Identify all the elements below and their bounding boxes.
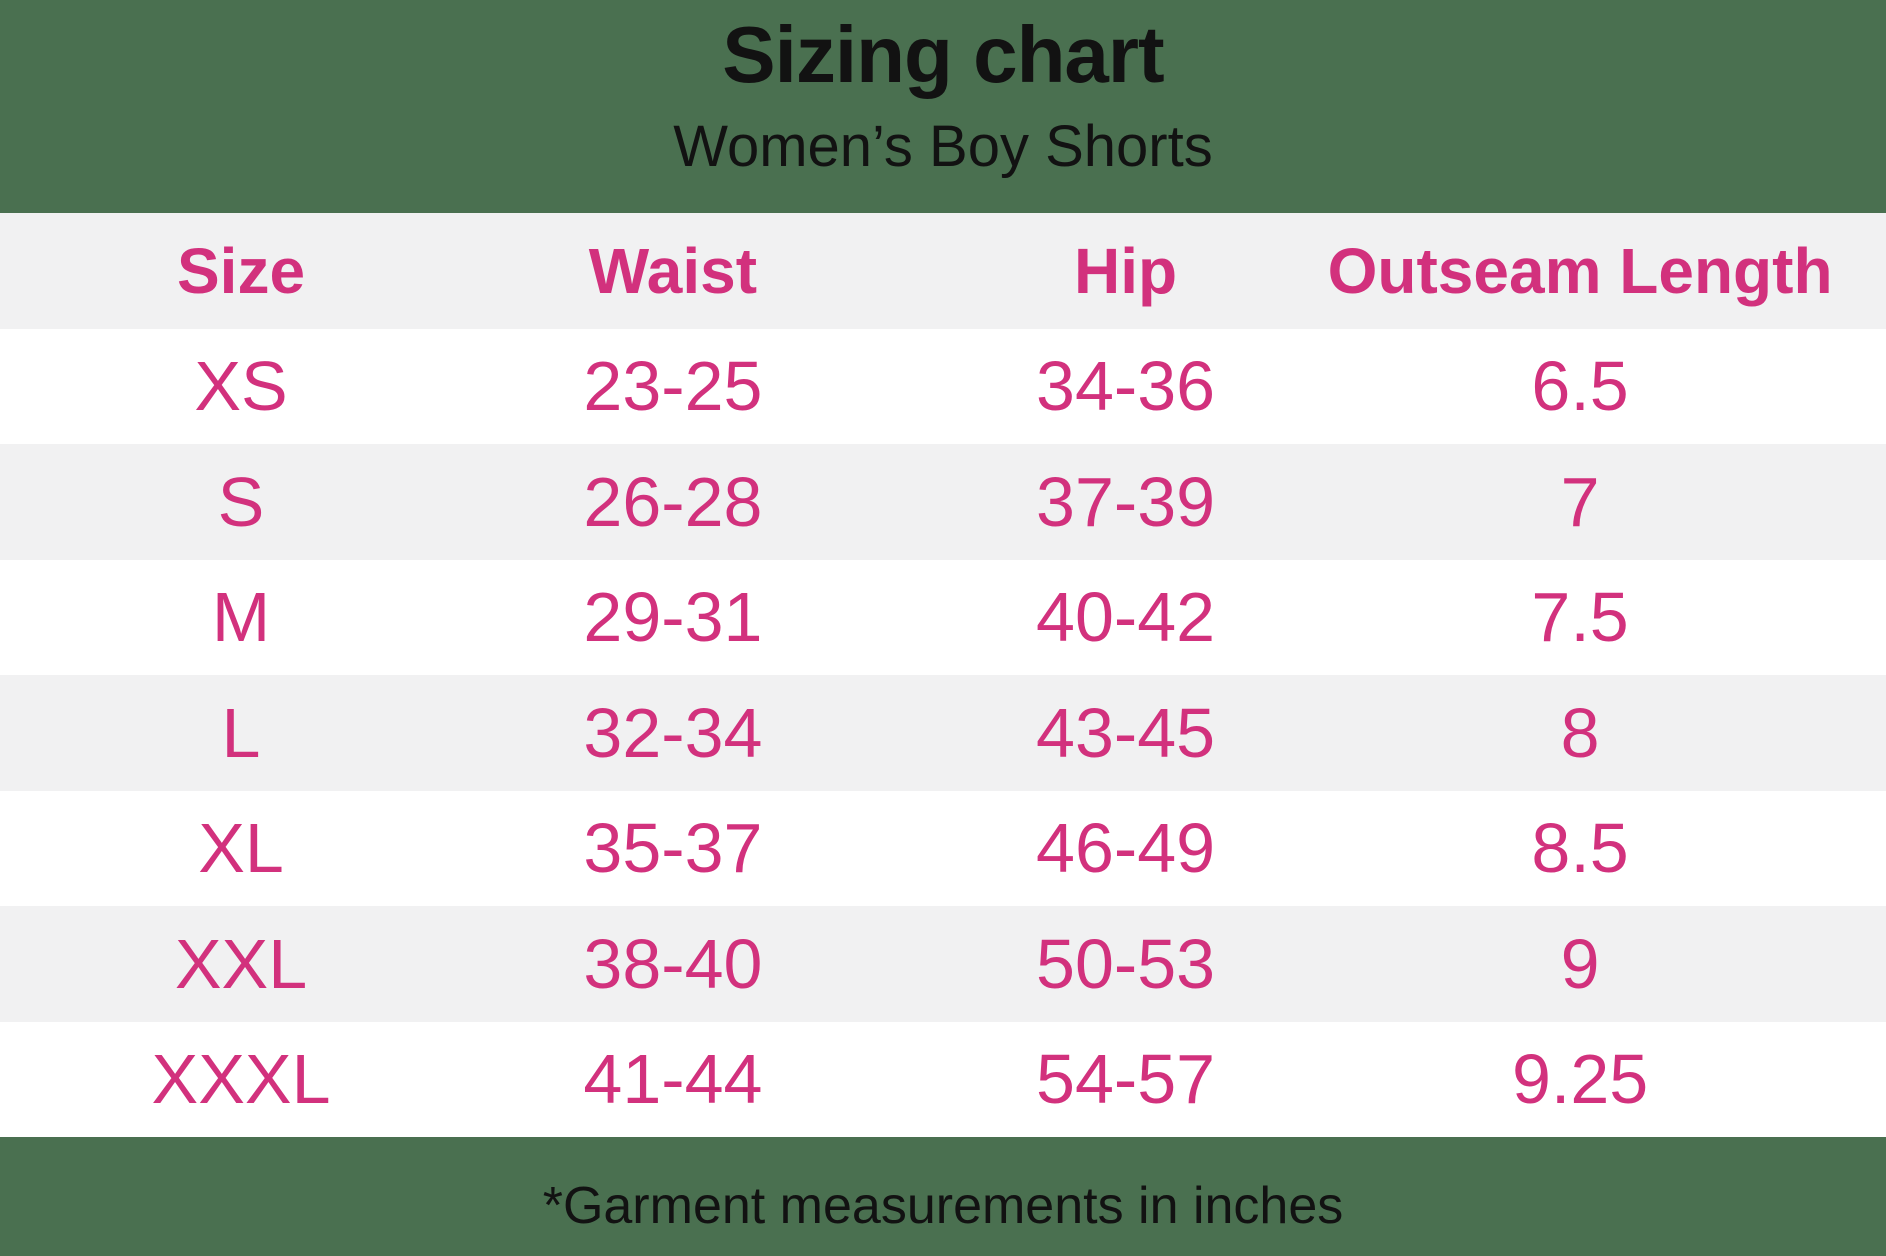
table-row-xxxl: XXXL 41-44 54-57 9.25 <box>0 1021 1886 1137</box>
cell-xxl-outseam: 9 <box>1560 924 1600 1003</box>
cell-m-size: M <box>211 578 271 657</box>
cell-xxxl-waist: 41-44 <box>583 1040 763 1119</box>
title-block: Sizing chart Women’s Boy Shorts <box>0 0 1886 213</box>
cell-m-hip: 40-42 <box>1036 578 1216 657</box>
cell-s-waist: 26-28 <box>583 462 763 541</box>
table-row-xxl: XXL 38-40 50-53 9 <box>0 906 1886 1022</box>
cell-xxl-waist: 38-40 <box>583 924 763 1003</box>
table-header-row: Size Waist Hip Outseam Length <box>0 213 1886 329</box>
cell-xl-hip: 46-49 <box>1036 809 1216 888</box>
cell-xl-waist: 35-37 <box>583 809 763 888</box>
cell-m-outseam: 7.5 <box>1531 578 1629 657</box>
cell-xs-outseam: 6.5 <box>1531 347 1629 426</box>
chart-title: Sizing chart <box>722 10 1164 99</box>
cell-xs-size: XS <box>194 347 288 426</box>
cell-l-waist: 32-34 <box>583 693 763 772</box>
cell-m-waist: 29-31 <box>583 578 763 657</box>
cell-s-hip: 37-39 <box>1036 462 1216 541</box>
chart-subtitle: Women’s Boy Shorts <box>673 113 1213 179</box>
column-header-size: Size <box>176 234 306 307</box>
table-row-xl: XL 35-37 46-49 8.5 <box>0 790 1886 906</box>
table-row-s: S 26-28 37-39 7 <box>0 444 1886 560</box>
cell-xxl-hip: 50-53 <box>1036 924 1216 1003</box>
footer: *Garment measurements in inches <box>0 1137 1886 1256</box>
cell-xs-hip: 34-36 <box>1036 347 1216 426</box>
table-row-l: L 32-34 43-45 8 <box>0 675 1886 791</box>
cell-xxxl-size: XXXL <box>151 1040 331 1119</box>
column-header-waist: Waist <box>588 234 758 307</box>
cell-xl-size: XL <box>198 809 284 888</box>
cell-s-outseam: 7 <box>1560 462 1600 541</box>
cell-xxl-size: XXL <box>174 924 308 1003</box>
column-header-outseam: Outseam Length <box>1327 234 1833 307</box>
table-row-m: M 29-31 40-42 7.5 <box>0 559 1886 675</box>
cell-xxxl-outseam: 9.25 <box>1511 1040 1649 1119</box>
cell-l-outseam: 8 <box>1560 693 1600 772</box>
cell-l-hip: 43-45 <box>1036 693 1216 772</box>
cell-xl-outseam: 8.5 <box>1531 809 1629 888</box>
table-row-xs: XS 23-25 34-36 6.5 <box>0 328 1886 444</box>
cell-xs-waist: 23-25 <box>583 347 763 426</box>
sizing-table: Size Waist Hip Outseam Length XS 23-25 3… <box>0 213 1886 1137</box>
measurement-note: *Garment measurements in inches <box>542 1176 1344 1235</box>
column-header-hip: Hip <box>1074 234 1178 307</box>
cell-s-size: S <box>217 462 265 541</box>
cell-xxxl-hip: 54-57 <box>1036 1040 1216 1119</box>
cell-l-size: L <box>221 693 261 772</box>
